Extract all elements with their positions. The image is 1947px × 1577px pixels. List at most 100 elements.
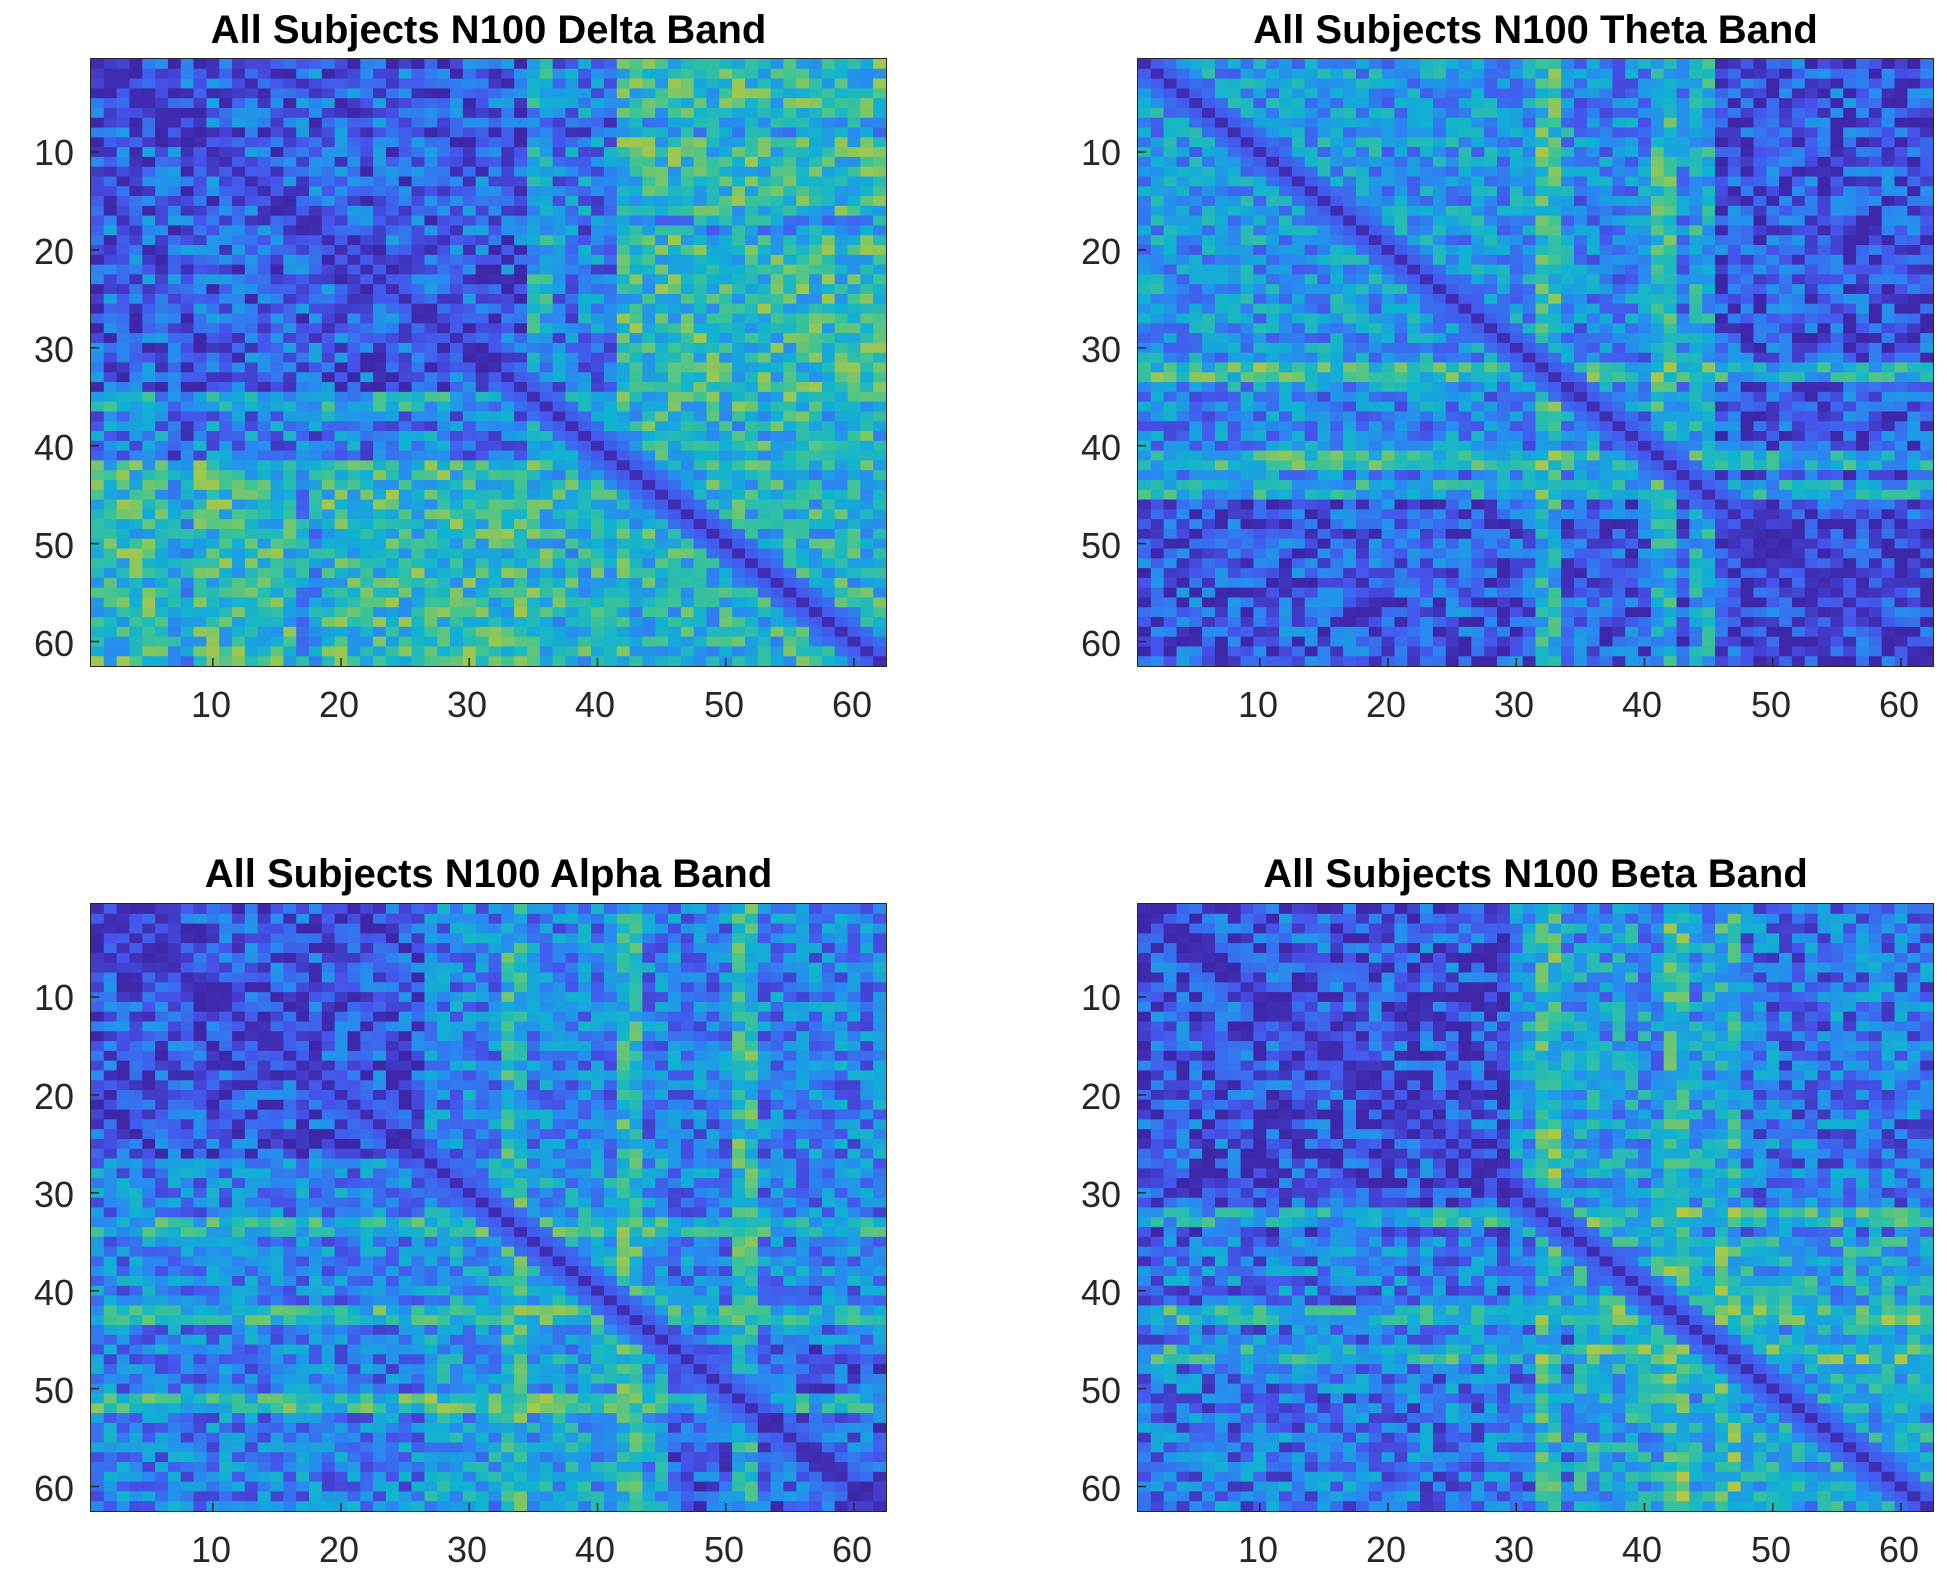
heatmap-cell — [873, 548, 886, 559]
heatmap-cell — [757, 450, 772, 461]
heatmap-cell — [706, 303, 720, 315]
heatmap-cell — [334, 372, 349, 383]
heatmap-cell — [385, 656, 400, 666]
heatmap-cell — [129, 470, 143, 481]
heatmap-cell — [1535, 225, 1549, 236]
heatmap-cell — [719, 205, 733, 217]
heatmap-cell — [1343, 78, 1357, 89]
heatmap-cell — [206, 499, 220, 510]
heatmap-cell — [462, 411, 477, 422]
heatmap-cell — [347, 225, 361, 236]
heatmap-cell — [232, 117, 246, 129]
heatmap-cell — [834, 587, 849, 599]
heatmap-cell — [565, 235, 579, 246]
heatmap-cell — [1779, 137, 1793, 148]
heatmap-cell — [424, 88, 438, 99]
heatmap-cell — [360, 147, 374, 158]
heatmap-cell — [155, 538, 169, 550]
heatmap-cell — [283, 597, 297, 608]
heatmap-cell — [398, 528, 413, 540]
heatmap-cell — [501, 196, 515, 207]
heatmap-cell — [360, 166, 374, 178]
heatmap-cell — [283, 107, 297, 119]
heatmap-cell — [488, 98, 502, 109]
heatmap-cell — [834, 577, 849, 589]
heatmap-cell — [1291, 68, 1306, 80]
heatmap-cell — [873, 303, 886, 315]
heatmap-cell — [680, 538, 695, 550]
heatmap-cell — [424, 323, 438, 334]
heatmap-cell — [193, 411, 207, 422]
heatmap-cell — [591, 587, 605, 599]
heatmap-cell — [1432, 215, 1447, 227]
heatmap-cell — [257, 215, 272, 227]
heatmap-cell — [821, 176, 836, 187]
heatmap-cell — [167, 313, 182, 324]
heatmap-cell — [1343, 205, 1357, 217]
heatmap-cell — [1650, 88, 1665, 99]
heatmap-cell — [1227, 235, 1242, 246]
heatmap-cell — [155, 205, 169, 217]
heatmap-cell — [757, 333, 772, 344]
heatmap-cell — [719, 196, 733, 207]
heatmap-cell — [334, 235, 349, 246]
heatmap-cell — [1497, 166, 1511, 178]
heatmap-cell — [347, 137, 361, 148]
heatmap-cell — [411, 333, 425, 344]
heatmap-cell — [706, 313, 720, 324]
heatmap-cell — [860, 117, 874, 129]
heatmap-cell — [552, 68, 567, 80]
heatmap-cell — [411, 342, 425, 354]
heatmap-cell — [565, 479, 579, 491]
heatmap-cell — [1766, 186, 1780, 197]
heatmap-cell — [385, 509, 400, 520]
heatmap-cell — [809, 401, 823, 413]
heatmap-cell — [1817, 117, 1832, 129]
heatmap-cell — [693, 587, 708, 599]
heatmap-cell — [488, 147, 502, 158]
heatmap-cell — [180, 215, 195, 227]
heatmap-cell — [347, 78, 361, 89]
heatmap-cell — [1727, 137, 1742, 148]
heatmap-cell — [116, 656, 131, 666]
heatmap-cell — [706, 450, 720, 461]
heatmap-cell — [437, 186, 451, 197]
heatmap-cell — [642, 568, 656, 579]
heatmap-cell — [475, 68, 490, 80]
heatmap-cell — [539, 156, 554, 168]
heatmap-cell — [437, 156, 451, 168]
heatmap-cell — [244, 656, 259, 666]
heatmap-cell — [373, 215, 387, 227]
heatmap-cell — [706, 470, 720, 481]
heatmap-cell — [1881, 107, 1896, 119]
heatmap-cell — [475, 333, 490, 344]
heatmap-cell — [411, 293, 425, 305]
heatmap-cell — [1779, 107, 1793, 119]
heatmap-cell — [244, 293, 259, 305]
heatmap-cell — [616, 78, 631, 89]
heatmap-cell — [1650, 78, 1665, 89]
heatmap-cell — [219, 323, 233, 334]
heatmap-cell — [693, 646, 708, 657]
heatmap-cell — [385, 362, 400, 373]
heatmap-cell — [360, 274, 374, 285]
heatmap-cell — [719, 225, 733, 236]
heatmap-cell — [424, 479, 438, 491]
heatmap-cell — [539, 528, 554, 540]
heatmap-cell — [142, 440, 156, 452]
heatmap-cell — [424, 421, 438, 432]
heatmap-cell — [462, 137, 477, 148]
heatmap-cell — [334, 411, 349, 422]
heatmap-cell — [1484, 137, 1498, 148]
heatmap-cell — [591, 499, 605, 510]
heatmap-cell — [450, 450, 464, 461]
heatmap-cell — [1856, 225, 1870, 236]
heatmap-cell — [411, 577, 425, 589]
heatmap-cell — [821, 166, 836, 178]
heatmap-cell — [1561, 88, 1575, 99]
heatmap-cell — [488, 489, 502, 501]
heatmap-cell — [680, 196, 695, 207]
y-tick-label: 50 — [33, 525, 74, 566]
heatmap-cell — [706, 499, 720, 510]
heatmap-cell — [680, 274, 695, 285]
